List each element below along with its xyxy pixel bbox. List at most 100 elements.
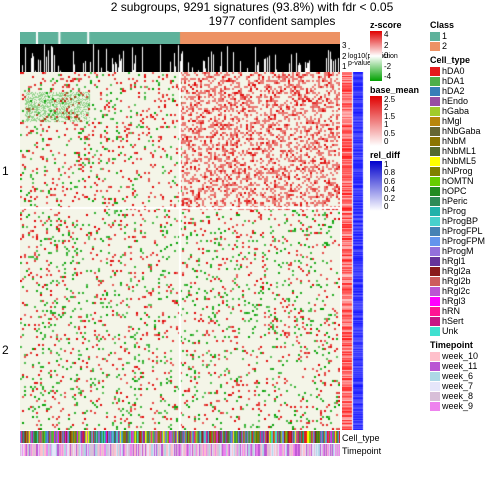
legend-label: hOMTN bbox=[442, 176, 474, 186]
celltype-legend-item: hNProg bbox=[430, 166, 498, 176]
legend-label: week_10 bbox=[442, 351, 478, 361]
timepoint-legend-item: week_6 bbox=[430, 371, 498, 381]
swatch bbox=[430, 402, 440, 411]
legend-label: week_6 bbox=[442, 371, 473, 381]
swatch bbox=[430, 317, 440, 326]
swatch bbox=[430, 307, 440, 316]
swatch bbox=[430, 372, 440, 381]
expression-heatmap bbox=[20, 72, 340, 430]
celltype-legend-item: hNbML1 bbox=[430, 146, 498, 156]
celltype-legend-item: hRgl2a bbox=[430, 266, 498, 276]
celltype-legend-item: hOMTN bbox=[430, 176, 498, 186]
legend-label: hGaba bbox=[442, 106, 469, 116]
swatch bbox=[430, 227, 440, 236]
legend-label: 1 bbox=[442, 31, 447, 41]
swatch bbox=[430, 42, 440, 51]
celltype-legend-item: hDA1 bbox=[430, 76, 498, 86]
legend-label: hRgl2c bbox=[442, 286, 470, 296]
celltype-legend-item: hRgl2c bbox=[430, 286, 498, 296]
legend-label: hNbM bbox=[442, 136, 466, 146]
legend-label: week_9 bbox=[442, 401, 473, 411]
legend-label: hMgl bbox=[442, 116, 462, 126]
celltype-legend-item: hProgFPL bbox=[430, 226, 498, 236]
swatch bbox=[430, 277, 440, 286]
main-plot-area: 1 2 bbox=[20, 32, 340, 477]
row-group-2-label: 2 bbox=[2, 343, 9, 357]
timepoint-legend-item: week_7 bbox=[430, 381, 498, 391]
class-legend: Class 12 bbox=[430, 20, 498, 51]
legend-label: week_7 bbox=[442, 381, 473, 391]
celltype-legend-item: hSert bbox=[430, 316, 498, 326]
legend-label: hRN bbox=[442, 306, 460, 316]
swatch bbox=[430, 217, 440, 226]
pvalue-barcode-plot bbox=[20, 44, 340, 72]
legend-tick: 0.4 bbox=[384, 186, 395, 194]
zscore-colorbar bbox=[370, 31, 382, 81]
legend-label: hProgFPL bbox=[442, 226, 483, 236]
celltype-legend-item: hMgl bbox=[430, 116, 498, 126]
legend-label: hEndo bbox=[442, 96, 468, 106]
row-side-annotations bbox=[342, 72, 364, 430]
zscore-legend-title: z-score bbox=[370, 20, 430, 30]
swatch bbox=[430, 97, 440, 106]
swatch bbox=[430, 267, 440, 276]
swatch bbox=[430, 137, 440, 146]
celltype-legend-item: hDA0 bbox=[430, 66, 498, 76]
celltype-legend-item: hEndo bbox=[430, 96, 498, 106]
celltype-legend-title: Cell_type bbox=[430, 55, 498, 65]
swatch bbox=[430, 382, 440, 391]
class-legend-title: Class bbox=[430, 20, 498, 30]
basemean-legend: base_mean 2.521.510.50 bbox=[370, 85, 430, 146]
celltype-legend-item: Unk bbox=[430, 326, 498, 336]
timepoint-legend-item: week_10 bbox=[430, 351, 498, 361]
celltype-legend-item: hRgl2b bbox=[430, 276, 498, 286]
legend-tick: 0 bbox=[384, 203, 388, 211]
legend-tick: 0 bbox=[384, 138, 388, 146]
swatch bbox=[430, 107, 440, 116]
legends-panel: z-score 420-2-4 base_mean 2.521.510.50 r… bbox=[370, 20, 500, 415]
celltype-legend-item: hRgl3 bbox=[430, 296, 498, 306]
legend-tick: 2 bbox=[384, 42, 388, 50]
celltype-legend: Cell_type hDA0hDA1hDA2hEndohGabahMglhNbG… bbox=[430, 55, 498, 336]
swatch bbox=[430, 167, 440, 176]
legend-label: hRgl1 bbox=[442, 256, 466, 266]
basemean-colorbar bbox=[370, 96, 382, 146]
swatch bbox=[430, 187, 440, 196]
row-group-1-label: 1 bbox=[2, 164, 9, 178]
row-cluster-axis: 1 2 bbox=[2, 104, 18, 462]
celltype-legend-item: hNbML5 bbox=[430, 156, 498, 166]
legend-label: hDA1 bbox=[442, 76, 465, 86]
swatch bbox=[430, 32, 440, 41]
celltype-legend-item: hOPC bbox=[430, 186, 498, 196]
legend-label: hNProg bbox=[442, 166, 473, 176]
legend-label: hProgFPM bbox=[442, 236, 485, 246]
legend-label: hProgM bbox=[442, 246, 474, 256]
legend-label: hProgBP bbox=[442, 216, 478, 226]
timepoint-annot-label: Timepoint bbox=[342, 446, 381, 456]
reldiff-legend: rel_diff 10.80.60.40.20 bbox=[370, 150, 430, 211]
celltype-legend-item: hNbGaba bbox=[430, 126, 498, 136]
legend-label: hOPC bbox=[442, 186, 467, 196]
class-legend-item: 2 bbox=[430, 41, 498, 51]
celltype-legend-item: hNbM bbox=[430, 136, 498, 146]
swatch bbox=[430, 77, 440, 86]
timepoint-legend-title: Timepoint bbox=[430, 340, 498, 350]
timepoint-column-annotation bbox=[20, 444, 340, 456]
legend-label: hRgl2a bbox=[442, 266, 471, 276]
zscore-legend: z-score 420-2-4 bbox=[370, 20, 430, 81]
celltype-legend-item: hPeric bbox=[430, 196, 498, 206]
legend-label: hDA0 bbox=[442, 66, 465, 76]
swatch bbox=[430, 87, 440, 96]
celltype-legend-item: hProgFPM bbox=[430, 236, 498, 246]
swatch bbox=[430, 147, 440, 156]
swatch bbox=[430, 287, 440, 296]
legend-label: hRgl2b bbox=[442, 276, 471, 286]
legend-label: Unk bbox=[442, 326, 458, 336]
legend-label: week_11 bbox=[442, 361, 477, 371]
reldiff-colorbar bbox=[370, 161, 382, 211]
swatch bbox=[430, 117, 440, 126]
legend-label: hNbML1 bbox=[442, 146, 476, 156]
class-legend-item: 1 bbox=[430, 31, 498, 41]
legend-label: 2 bbox=[442, 41, 447, 51]
title: 2 subgroups, 9291 signatures (93.8%) wit… bbox=[0, 0, 504, 14]
